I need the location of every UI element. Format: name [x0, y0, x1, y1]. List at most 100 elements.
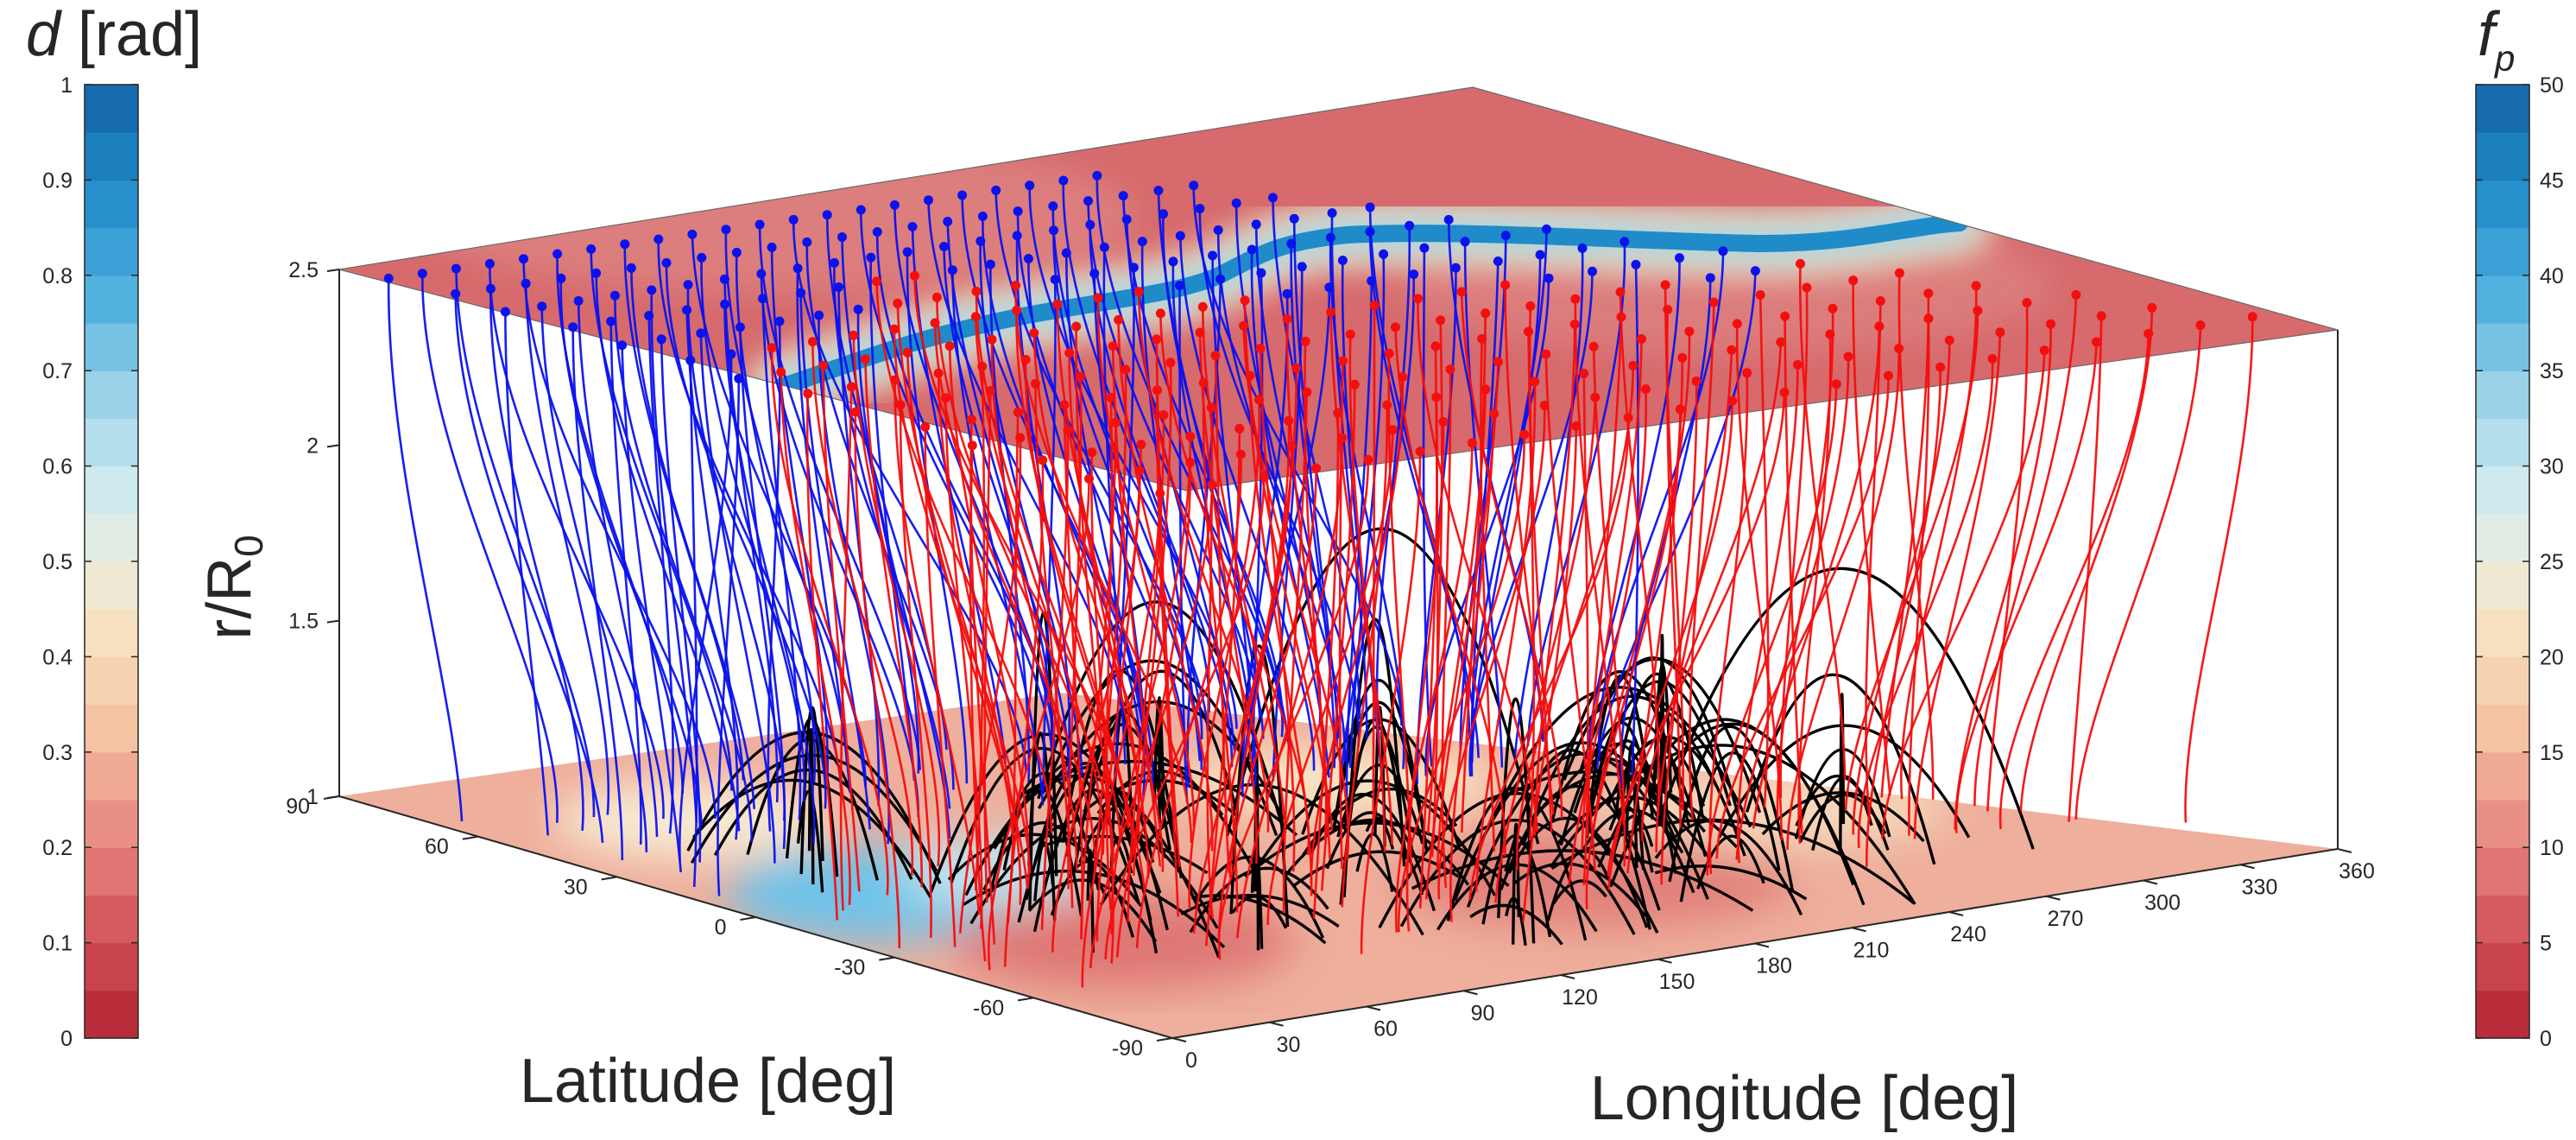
latitude-tick-mark — [323, 795, 340, 800]
radius-axis-ticks: 1 1.5 2 2.5 — [288, 258, 340, 809]
footpoint-positive — [1541, 349, 1551, 359]
footpoint-positive — [1660, 280, 1670, 290]
open-field-line-positive — [1394, 442, 1474, 933]
footpoint-negative — [1535, 250, 1545, 260]
radius-tick-mark — [326, 619, 340, 624]
closed-field-line — [1654, 864, 1808, 901]
open-field-line-positive — [1689, 301, 1715, 820]
open-field-line-positive — [1758, 294, 1770, 808]
open-field-line-positive — [1188, 399, 1261, 910]
footpoint-positive — [1796, 258, 1805, 269]
footpoint-positive — [910, 270, 919, 281]
footpoint-positive — [1779, 387, 1790, 397]
footpoint-negative — [734, 373, 744, 383]
longitude-tick-label: 0 — [1185, 1048, 1197, 1073]
footpoint-negative — [1419, 243, 1430, 253]
footpoint-positive — [930, 318, 940, 328]
footpoint-negative — [417, 269, 427, 279]
longitude-axis-title: Longitude [deg] — [1590, 1064, 2018, 1133]
open-field-line-positive — [1418, 396, 1438, 909]
footpoint-positive — [931, 292, 942, 302]
open-field-line-negative — [1330, 212, 1368, 739]
footpoint-positive — [1207, 480, 1217, 490]
footpoint-positive — [1282, 314, 1292, 324]
open-field-line-positive — [1852, 280, 1891, 796]
colorbar-level — [2476, 895, 2529, 944]
footpoint-positive — [849, 330, 859, 340]
closed-field-line — [713, 768, 913, 880]
colorbar-tick-label: 0.4 — [42, 645, 73, 669]
source-surface-footpoints — [383, 170, 2257, 498]
footpoint-negative — [1405, 220, 1415, 231]
open-field-line-positive — [1460, 291, 1563, 819]
footpoint-negative — [1195, 204, 1205, 213]
footpoint-negative — [1289, 213, 1299, 224]
colorbar-level — [2476, 370, 2529, 419]
footpoint-negative — [830, 257, 839, 268]
footpoint-negative — [721, 225, 731, 235]
footpoint-negative — [586, 244, 597, 254]
footpoint-negative — [1251, 219, 1261, 230]
open-field-line-positive — [1954, 341, 2098, 833]
closed-field-line — [1616, 672, 1705, 819]
footpoint-positive — [1011, 281, 1021, 290]
footpoint-negative — [1675, 253, 1684, 263]
longitude-tick-mark — [1560, 974, 1575, 979]
open-field-line-positive — [1204, 428, 1241, 947]
footpoint-positive — [1430, 341, 1441, 352]
open-field-line-positive — [1973, 294, 2078, 807]
footpoint-negative — [1231, 198, 1241, 208]
closed-field-line — [1612, 814, 1654, 857]
closed-field-line — [1078, 803, 1167, 864]
open-field-line-negative — [893, 205, 1057, 750]
open-field-line-negative — [1422, 248, 1433, 767]
footpoint-positive — [1121, 364, 1131, 375]
footpoint-positive — [1369, 301, 1380, 311]
colorbar-level — [85, 656, 138, 706]
open-field-line-negative — [614, 295, 754, 843]
footpoint-positive — [1894, 344, 1904, 353]
footpoint-positive — [889, 324, 900, 334]
longitude-tick-mark — [2046, 895, 2061, 901]
closed-field-line — [1505, 896, 1527, 947]
longitude-tick-mark — [1463, 990, 1478, 996]
footpoint-negative — [731, 247, 742, 257]
footpoint-positive — [985, 386, 995, 396]
open-field-line-positive — [1040, 430, 1070, 930]
footpoint-negative — [767, 242, 777, 252]
colorbar-fp-title: fp — [2478, 0, 2515, 79]
open-field-line-positive — [1900, 285, 1978, 800]
footpoint-negative — [1189, 180, 1199, 191]
colorbar-level — [85, 323, 138, 371]
footpoint-negative — [1631, 259, 1641, 269]
footpoint-negative — [656, 334, 666, 345]
footpoint-positive — [1935, 362, 1946, 372]
open-field-line-positive — [1426, 320, 1443, 834]
footpoint-positive — [1987, 354, 1998, 364]
colorbar-level — [2476, 466, 2529, 515]
open-field-line-negative — [770, 247, 829, 780]
footpoint-negative — [383, 273, 394, 283]
footpoint-positive — [1995, 327, 2005, 338]
colorbar-level — [2476, 609, 2529, 657]
footpoint-positive — [1875, 296, 1885, 306]
open-field-line-positive — [1715, 375, 1890, 859]
open-field-line-positive — [811, 341, 914, 877]
colorbar-level — [85, 704, 138, 753]
footpoint-positive — [1133, 287, 1144, 297]
open-field-line-positive — [1998, 333, 2150, 830]
colorbar-level — [85, 561, 138, 610]
footpoint-positive — [1064, 348, 1075, 358]
open-field-line-positive — [1544, 354, 1596, 872]
footpoint-negative — [1058, 175, 1069, 186]
latitude-axis-title: Latitude [deg] — [520, 1047, 896, 1116]
footpoint-negative — [556, 273, 566, 283]
footpoint-positive — [1155, 488, 1165, 498]
colorbar-tick-label: 25 — [2540, 550, 2564, 574]
latitude-tick-label: -30 — [834, 956, 865, 980]
longitude-tick-mark — [1948, 911, 1964, 916]
open-field-line-positive — [1405, 421, 1445, 932]
open-field-line-positive — [1586, 316, 1623, 836]
footpoint-negative — [1061, 248, 1071, 258]
longitude-tick-label: 270 — [2048, 907, 2084, 931]
